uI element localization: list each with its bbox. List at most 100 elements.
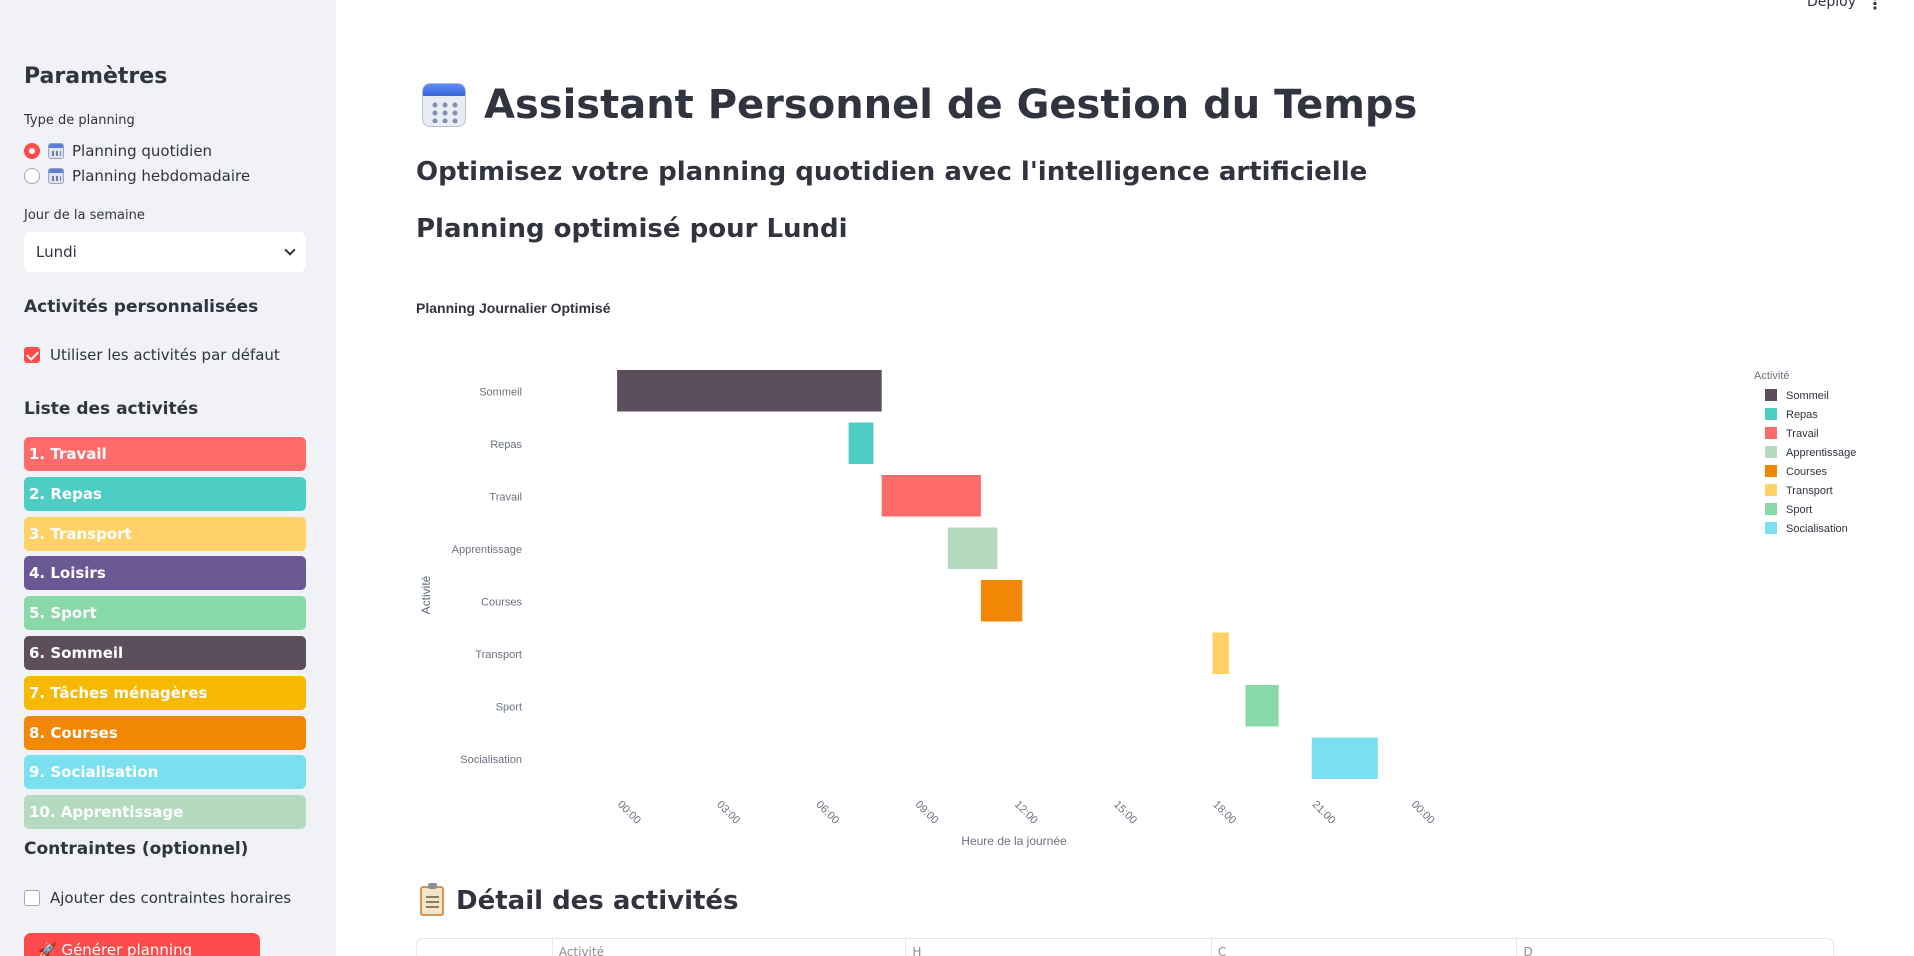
activity-item[interactable]: 5. Sport [24, 596, 306, 631]
x-tick-label: 15:00 [1111, 799, 1139, 827]
use-default-checkbox-row[interactable]: Utiliser les activités par défaut [24, 346, 280, 364]
gantt-bar[interactable] [617, 370, 882, 412]
chart-title: Planning Journalier Optimisé [416, 300, 611, 316]
legend-item[interactable]: Repas [1786, 409, 1818, 421]
y-tick-label: Sommeil [479, 386, 522, 398]
legend-swatch[interactable] [1765, 446, 1777, 458]
calendar-icon [48, 143, 64, 159]
planning-type-label: Type de planning [24, 113, 135, 128]
y-tick-label: Sport [496, 701, 522, 713]
y-tick-label: Courses [481, 596, 522, 608]
activity-item[interactable]: 6. Sommeil [24, 636, 306, 670]
calendar-icon [422, 83, 466, 127]
activity-item[interactable]: 3. Transport [24, 516, 306, 551]
legend-swatch[interactable] [1765, 503, 1777, 515]
y-tick-label: Repas [490, 439, 522, 451]
table-header-cell[interactable] [417, 939, 553, 956]
legend-item[interactable]: Sport [1786, 504, 1812, 516]
clipboard-icon [420, 883, 444, 916]
activity-item[interactable]: 9. Socialisation [24, 755, 306, 790]
gantt-bar[interactable] [980, 580, 1023, 622]
y-axis-label: Activité [419, 575, 433, 614]
constraints-title: Contraintes (optionnel) [24, 839, 249, 859]
sidebar-title: Paramètres [24, 64, 168, 89]
day-select[interactable]: Lundi [24, 232, 306, 272]
table-header-cell[interactable]: C [1212, 939, 1518, 956]
legend-item[interactable]: Socialisation [1786, 523, 1848, 535]
use-default-checkbox[interactable] [24, 347, 40, 363]
chevron-down-icon [284, 244, 296, 256]
detail-title: Détail des activités [456, 886, 739, 916]
x-axis-label: Heure de la journée [961, 834, 1067, 848]
x-tick-label: 18:00 [1210, 799, 1238, 827]
gantt-chart-svg[interactable]: Planning Journalier Optimisé Activité Somm… [416, 285, 1896, 865]
activity-item[interactable]: 10. Apprentissage [24, 795, 306, 830]
gantt-bar[interactable] [848, 422, 874, 465]
x-tick-label: 12:00 [1012, 799, 1040, 827]
y-tick-label: Travail [489, 491, 522, 503]
activity-list-title: Liste des activités [24, 399, 199, 419]
main-content: Deploy ⋮ Assistant Personnel de Gestion … [336, 0, 1914, 956]
y-tick-label: Transport [475, 649, 522, 661]
legend-swatch[interactable] [1765, 389, 1777, 401]
add-constraints-checkbox[interactable] [24, 890, 40, 906]
legend-swatch[interactable] [1765, 484, 1777, 496]
activity-item[interactable]: 7. Tâches ménagères [24, 675, 306, 710]
legend-item[interactable]: Travail [1786, 428, 1819, 440]
activity-item[interactable]: 2. Repas [24, 476, 306, 511]
radio-planning-hebdomadaire[interactable]: Planning hebdomadaire [24, 167, 250, 185]
custom-activities-title: Activités personnalisées [24, 297, 259, 317]
day-select-value: Lundi [36, 243, 77, 261]
gantt-chart[interactable]: Planning Journalier Optimisé Activité Somm… [416, 285, 1896, 865]
x-tick-label: 00:00 [1409, 799, 1437, 827]
table-header-cell[interactable]: D [1523, 945, 1533, 956]
sidebar: Paramètres Type de planning Planning quo… [0, 0, 336, 956]
add-constraints-label: Ajouter des contraintes horaires [50, 889, 292, 907]
day-label: Jour de la semaine [24, 208, 145, 223]
y-tick-label: Socialisation [460, 754, 522, 766]
x-tick-label: 06:00 [813, 799, 841, 827]
plan-title: Planning optimisé pour Lundi [416, 214, 848, 244]
activities-table[interactable]: Activité H C D [416, 938, 1834, 956]
calendar-icon [48, 168, 64, 184]
add-constraints-checkbox-row[interactable]: Ajouter des contraintes horaires [24, 889, 291, 907]
x-tick-label: 00:00 [615, 799, 643, 827]
x-tick-label: 09:00 [913, 799, 941, 827]
legend-item[interactable]: Courses [1786, 466, 1827, 478]
page-subtitle: Optimisez votre planning quotidien avec … [416, 157, 1368, 187]
activity-item[interactable]: 4. Loisirs [24, 556, 306, 591]
legend-item[interactable]: Sommeil [1786, 390, 1829, 402]
page-title: Assistant Personnel de Gestion du Temps [484, 82, 1418, 128]
x-tick-label: 03:00 [714, 799, 742, 827]
legend-item[interactable]: Transport [1786, 485, 1833, 497]
gantt-bar[interactable] [1245, 685, 1279, 727]
deploy-button[interactable]: Deploy [1806, 0, 1856, 10]
legend-swatch[interactable] [1765, 427, 1777, 439]
page-title-row: Assistant Personnel de Gestion du Temps [422, 82, 1417, 128]
table-header-cell[interactable]: H [906, 939, 1212, 956]
radio-label: Planning quotidien [72, 142, 213, 160]
detail-section-header: Détail des activités [420, 883, 739, 916]
radio-label: Planning hebdomadaire [72, 167, 251, 185]
gantt-bar[interactable] [947, 527, 998, 570]
radio-button-selected[interactable] [24, 143, 40, 159]
main-menu-icon[interactable]: ⋮ [1867, 0, 1883, 13]
radio-planning-quotidien[interactable]: Planning quotidien [24, 142, 212, 160]
x-tick-label: 21:00 [1310, 799, 1338, 827]
radio-button[interactable] [24, 168, 40, 184]
activity-item[interactable]: 1. Travail [24, 437, 306, 471]
y-tick-label: Apprentissage [452, 544, 522, 556]
legend-swatch[interactable] [1765, 465, 1777, 477]
legend-swatch[interactable] [1765, 522, 1777, 534]
gantt-bar[interactable] [881, 475, 981, 517]
use-default-label: Utiliser les activités par défaut [50, 346, 280, 364]
legend-swatch[interactable] [1765, 408, 1777, 420]
table-header-cell[interactable]: Activité [553, 939, 907, 956]
legend-item[interactable]: Apprentissage [1786, 447, 1856, 459]
legend-title: Activité [1754, 370, 1789, 382]
gantt-bar[interactable] [1311, 737, 1378, 780]
generate-planning-button[interactable]: 🚀 Générer planning quotidien [24, 933, 260, 956]
gantt-bar[interactable] [1212, 632, 1229, 675]
activity-item[interactable]: 8. Courses [24, 715, 306, 750]
